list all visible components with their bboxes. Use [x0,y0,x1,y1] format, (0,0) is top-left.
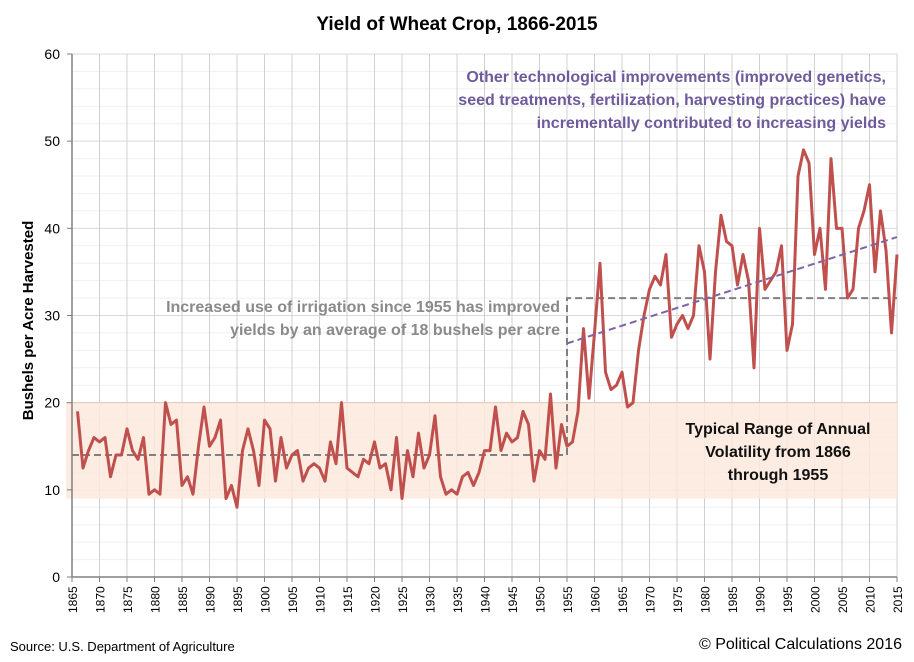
x-tick-label: 2005 [836,586,850,613]
x-tick-label: 1905 [286,586,300,613]
series-line-wheat-yield [76,148,899,509]
annotation-technology: Other technological improvements (improv… [416,66,886,135]
y-tick-label: 60 [44,46,60,62]
x-tick-label: 1925 [396,586,410,613]
x-tick-label: 2000 [809,586,823,613]
annotation-line: seed treatments, fertilization, harvesti… [458,92,886,109]
y-tick-label: 50 [44,133,60,149]
x-tick-label: 1920 [369,586,383,613]
x-tick-label: 1915 [341,586,355,613]
y-axis-label: Bushels per Acre Harvested [20,221,37,421]
annotation-line: Typical Range of Annual [685,421,871,438]
x-tick-label: 1890 [204,586,218,613]
average-yield-line [72,297,897,456]
annotation-line: incrementally contributed to increasing … [536,115,886,132]
x-tick-label: 1885 [176,586,190,613]
trend-line [566,236,898,345]
x-tick-label: 1975 [671,586,685,613]
x-tick-label: 2015 [891,586,905,613]
annotation-line: through 1955 [727,467,829,484]
x-tick-label: 1960 [589,586,603,613]
x-tick-label: 1995 [781,586,795,613]
x-tick-label: 1870 [94,586,108,613]
x-tick-label: 1990 [754,586,768,613]
x-tick-label: 1875 [121,586,135,613]
x-tick-label: 1910 [314,586,328,613]
x-tick-label: 1945 [506,586,520,613]
x-tick-label: 1965 [616,586,630,613]
x-tick-label: 1970 [644,586,658,613]
y-tick-label: 10 [44,482,60,498]
x-tick-label: 1955 [561,586,575,613]
annotation-volatility: Typical Range of Annual Volatility from … [668,418,888,487]
annotation-irrigation: Increased use of irrigation since 1955 h… [150,296,560,342]
x-tick-label: 1935 [451,586,465,613]
x-tick-label: 1980 [699,586,713,613]
copyright: © Political Calculations 2016 [698,636,902,653]
y-tick-label: 40 [44,220,60,236]
x-tick-label: 1950 [534,586,548,613]
annotation-line: Increased use of irrigation since 1955 h… [166,299,560,316]
source-note: Source: U.S. Department of Agriculture [10,639,235,654]
x-tick-label: 1865 [66,586,80,613]
x-tick-label: 1880 [149,586,163,613]
annotation-line: Volatility from 1866 [705,444,851,461]
x-tick-label: 1940 [479,586,493,613]
y-tick-label: 0 [52,569,60,585]
annotation-line: yields by an average of 18 bushels per a… [230,322,560,339]
x-tick-label: 1930 [424,586,438,613]
x-tick-label: 2010 [864,586,878,613]
x-tick-label: 1985 [726,586,740,613]
chart-title: Yield of Wheat Crop, 1866-2015 [316,14,598,35]
y-tick-label: 30 [44,308,60,324]
y-tick-label: 20 [44,395,60,411]
x-tick-label: 1900 [259,586,273,613]
annotation-line: Other technological improvements (improv… [466,69,886,86]
x-tick-label: 1895 [231,586,245,613]
